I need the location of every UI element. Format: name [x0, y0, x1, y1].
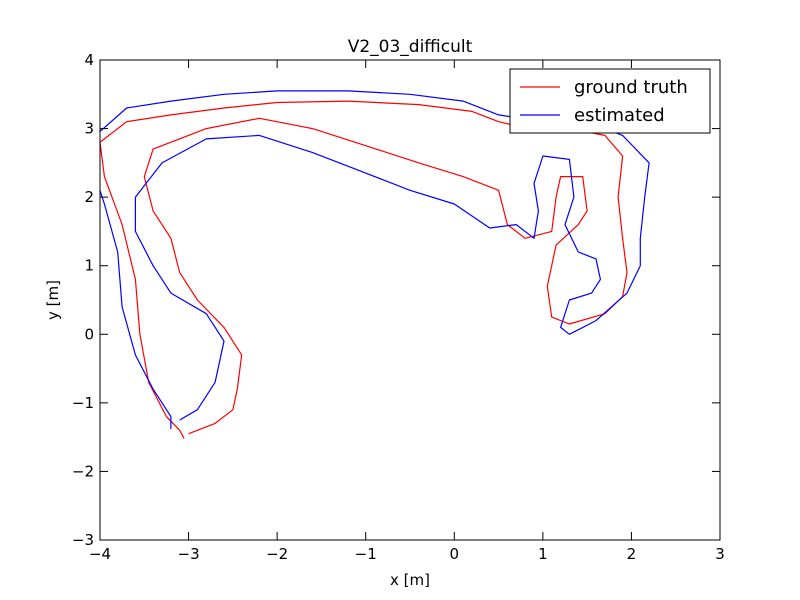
- chart-title: V2_03_difficult: [348, 37, 473, 57]
- legend-label-ground-truth: ground truth: [574, 77, 688, 98]
- series-layer: [100, 90, 650, 439]
- series-line-estimated: [100, 90, 650, 429]
- y-tick-label: 2: [84, 188, 94, 206]
- y-tick-label: 4: [84, 51, 94, 69]
- legend: ground truth estimated: [509, 68, 711, 134]
- x-tick-label: −2: [266, 545, 288, 563]
- x-tick-label: 0: [450, 545, 460, 563]
- x-tick-label: 3: [715, 545, 725, 563]
- y-tick-label: 1: [84, 257, 94, 275]
- x-tick-label: −3: [178, 545, 200, 563]
- x-tick-label: 2: [627, 545, 637, 563]
- x-tick-label: 1: [538, 545, 548, 563]
- x-tick-label: −1: [355, 545, 377, 563]
- legend-label-estimated: estimated: [574, 105, 665, 126]
- y-tick-label: −1: [72, 394, 94, 412]
- plot-frame: [99, 59, 721, 541]
- legend-box: [509, 68, 711, 134]
- y-axis-label: y [m]: [44, 280, 62, 320]
- y-tick-label: 3: [84, 120, 94, 138]
- series-line-ground-truth: [100, 100, 628, 439]
- y-tick-label: −2: [72, 462, 94, 480]
- y-tick-label: 0: [84, 325, 94, 343]
- x-tick-label: −4: [89, 545, 111, 563]
- y-tick-label: −3: [72, 531, 94, 549]
- x-axis-label: x [m]: [390, 571, 430, 589]
